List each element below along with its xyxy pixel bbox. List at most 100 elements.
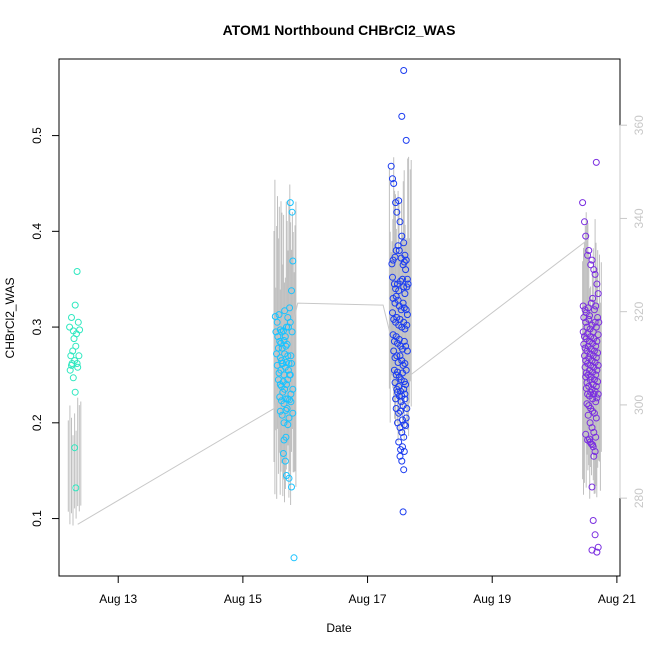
data-point (583, 400, 591, 408)
data-point (402, 342, 410, 350)
data-point (582, 232, 590, 240)
data-point (284, 352, 292, 360)
data-point (284, 395, 292, 403)
data-point (585, 247, 593, 254)
data-point (394, 359, 402, 366)
data-point (400, 448, 408, 455)
data-point (399, 275, 406, 283)
data-point (276, 407, 284, 415)
data-point (75, 352, 83, 360)
data-point (389, 273, 396, 281)
x-tick-label: Aug 21 (598, 592, 636, 606)
data-point (400, 239, 408, 247)
mean-trend-line (77, 238, 590, 525)
data-point (280, 419, 288, 427)
data-point (290, 554, 298, 562)
data-point (72, 342, 80, 350)
data-point (588, 483, 596, 491)
data-point (286, 199, 294, 207)
data-point (592, 398, 600, 406)
data-point (589, 517, 597, 524)
y-right-tick-label: 340 (632, 208, 646, 228)
data-point (403, 311, 411, 319)
data-points-layer (66, 67, 603, 562)
data-point (594, 361, 602, 369)
data-point (398, 428, 406, 436)
data-point (395, 438, 403, 446)
data-point (69, 347, 77, 355)
data-point (283, 323, 290, 331)
data-point (592, 302, 600, 310)
data-point (403, 275, 411, 283)
x-axis-label: Date (326, 621, 352, 635)
data-point (402, 136, 410, 144)
data-point (289, 257, 297, 265)
data-point (282, 395, 290, 403)
data-point (399, 443, 406, 451)
data-point (592, 382, 600, 390)
data-point (285, 414, 293, 422)
x-tick-label: Aug 13 (99, 592, 137, 606)
data-point (587, 261, 595, 269)
data-point (400, 337, 408, 345)
data-point (284, 421, 292, 429)
y-axis-label: CHBrCl2_WAS (3, 278, 17, 359)
data-point (402, 422, 410, 430)
data-point (390, 280, 398, 288)
y-axis: 0.1 0.2 0.3 0.4 0.5 (30, 127, 60, 527)
data-point (402, 306, 410, 314)
y-right-tick-label: 280 (632, 488, 646, 508)
data-point (76, 326, 84, 334)
data-point (584, 411, 592, 419)
data-point (400, 283, 408, 291)
chart-title: ATOM1 Northbound CHBrCl2_WAS (223, 22, 456, 38)
data-point (66, 323, 74, 331)
data-point (580, 340, 588, 348)
data-point (590, 266, 598, 274)
data-point (274, 344, 282, 352)
data-point (283, 359, 290, 366)
y-axis-right: 280 300 320 340 360 (619, 115, 646, 508)
data-point (279, 388, 287, 396)
data-point (390, 347, 398, 355)
plot-frame (58, 58, 621, 577)
data-point (402, 266, 410, 274)
data-point (581, 218, 588, 226)
data-point (401, 395, 409, 403)
data-point (594, 290, 602, 298)
data-point (66, 366, 74, 374)
data-point (389, 175, 396, 183)
y-tick-label: 0.5 (30, 127, 44, 144)
data-point (586, 419, 594, 427)
data-point (400, 385, 408, 393)
data-point (398, 232, 406, 240)
data-point (594, 390, 602, 398)
data-point (592, 414, 600, 422)
data-point (288, 208, 296, 216)
data-point (590, 452, 598, 460)
data-point (400, 304, 408, 312)
y-right-tick-label: 360 (632, 115, 646, 135)
data-point (392, 247, 400, 254)
data-point (394, 368, 401, 376)
data-point (281, 333, 289, 341)
data-point (391, 379, 399, 387)
data-point (281, 457, 289, 465)
data-point (289, 385, 297, 393)
data-point (280, 400, 288, 408)
data-point (589, 294, 597, 302)
data-point (584, 251, 592, 259)
data-point (394, 388, 401, 396)
y-right-tick-label: 320 (632, 301, 646, 321)
data-point (401, 325, 409, 333)
data-point (399, 508, 407, 516)
data-point (281, 307, 289, 315)
data-point (590, 428, 598, 436)
y-tick-label: 0.2 (30, 414, 44, 431)
data-point (396, 452, 404, 460)
data-point (401, 290, 409, 298)
data-point (275, 311, 283, 319)
data-point (284, 323, 292, 331)
data-point (584, 304, 592, 312)
